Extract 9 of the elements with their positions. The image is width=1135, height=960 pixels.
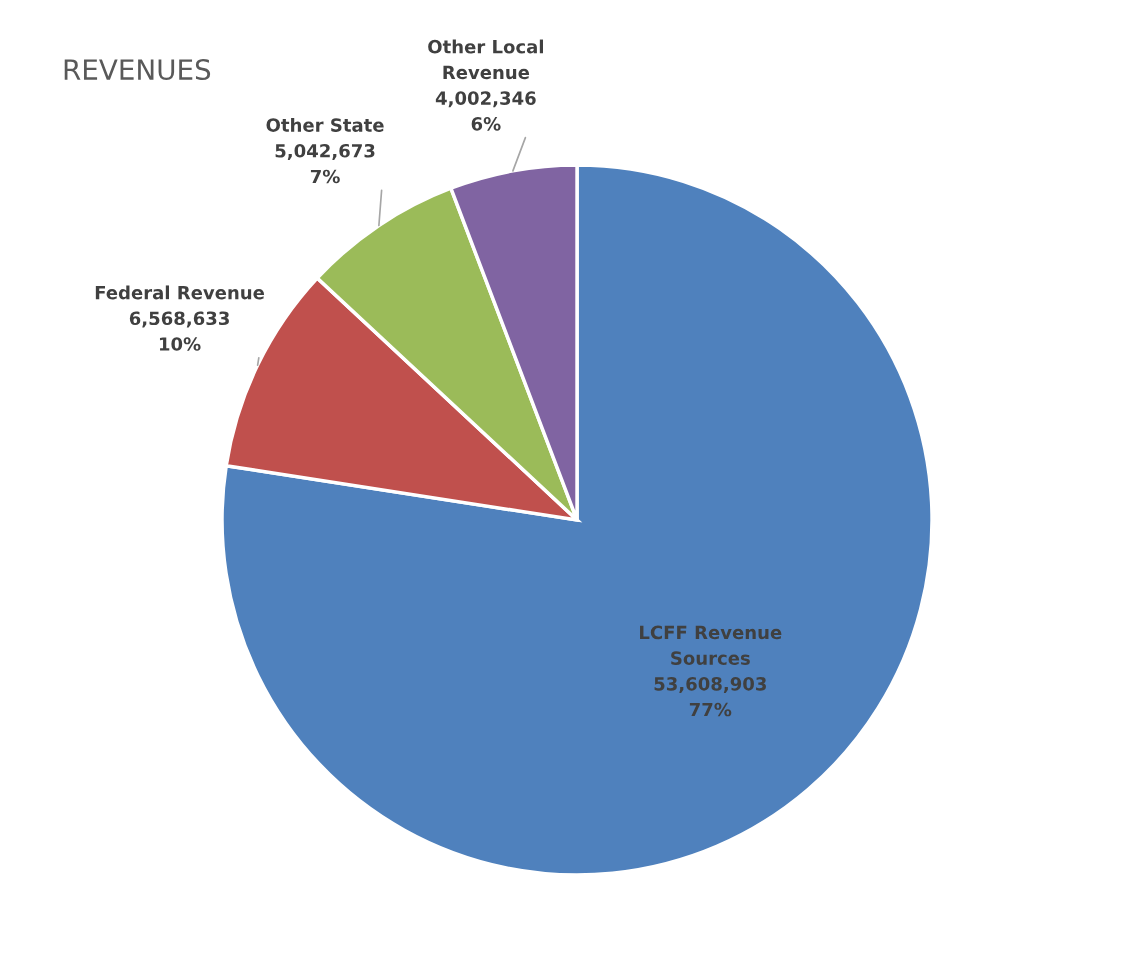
data-label: 6,568,633 10% [129,311,229,351]
data-label: 4,002,346 6% [435,91,536,131]
slice-label: Other State [266,117,384,132]
slice-label: Federal Revenue [95,285,265,300]
slice-label: LCFF Revenue Sources [640,625,782,665]
data-label: 53,608,903 77% [654,676,766,717]
slice-label: Other Local Revenue [428,39,543,80]
data-label: 5,042,673 7% [275,143,375,184]
text: REVENUES [64,59,211,81]
